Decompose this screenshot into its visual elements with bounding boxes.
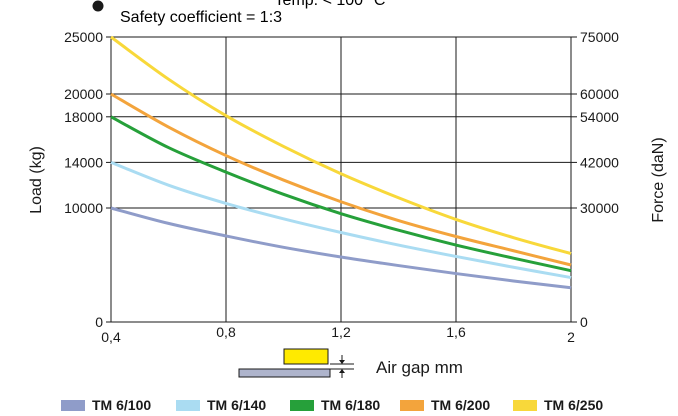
y-right-tick-label: 42000 bbox=[580, 154, 619, 170]
legend-swatch bbox=[400, 400, 424, 411]
series-line-3 bbox=[110, 115, 572, 273]
legend-label: TM 6/250 bbox=[544, 397, 603, 413]
y-left-tick-label: 0 bbox=[95, 314, 103, 330]
x-tick-label: 1,2 bbox=[331, 324, 351, 340]
air-gap-diagram bbox=[238, 348, 354, 378]
x-axis-title: Air gap mm bbox=[376, 358, 463, 377]
y-right-tick-label: 54000 bbox=[580, 109, 619, 125]
legend-swatch bbox=[513, 400, 537, 411]
chart-subtitle: Safety coefficient = 1:3 bbox=[120, 9, 282, 26]
series-line-2 bbox=[110, 161, 572, 280]
y-right-tick-label: 60000 bbox=[580, 86, 619, 102]
legend-swatch bbox=[176, 400, 200, 411]
y-axis-left-title: Load (kg) bbox=[28, 146, 45, 214]
x-tick-label: 0,8 bbox=[216, 324, 236, 340]
legend-label: TM 6/140 bbox=[207, 397, 266, 413]
legend-label: TM 6/180 bbox=[321, 397, 380, 413]
series-line-1 bbox=[110, 206, 572, 290]
y-right-tick-label: 75000 bbox=[580, 29, 619, 45]
grid bbox=[106, 36, 577, 323]
y-left-tick-label: 10000 bbox=[64, 200, 103, 216]
series-line-5 bbox=[110, 35, 572, 256]
legend-swatch bbox=[61, 400, 85, 411]
y-right-tick-label: 30000 bbox=[580, 200, 619, 216]
y-left-tick-label: 14000 bbox=[64, 154, 103, 170]
y-left-tick-label: 25000 bbox=[64, 29, 103, 45]
y-left-tick-label: 18000 bbox=[64, 109, 103, 125]
temperature-annotation: Temp. < 100 °C bbox=[275, 0, 386, 9]
y-left-tick-label: 20000 bbox=[64, 86, 103, 102]
origin-dot bbox=[92, 0, 104, 12]
legend-label: TM 6/200 bbox=[431, 397, 490, 413]
x-tick-label: 1,6 bbox=[446, 324, 466, 340]
x-tick-label: 2 bbox=[567, 329, 575, 345]
series-lines bbox=[110, 35, 572, 290]
y-right-tick-label: 0 bbox=[580, 314, 588, 330]
x-tick-label: 0,4 bbox=[101, 329, 121, 345]
legend-swatch bbox=[290, 400, 314, 411]
y-axis-right-title: Force (daN) bbox=[650, 137, 667, 222]
legend: TM 6/100 TM 6/140 TM 6/180 TM 6/200 TM 6/250 bbox=[61, 397, 603, 413]
tick-labels: 0 10000 14000 18000 20000 25000 0 30000 42000 540… bbox=[64, 29, 619, 345]
series-line-4 bbox=[110, 92, 572, 267]
legend-label: TM 6/100 bbox=[92, 397, 151, 413]
